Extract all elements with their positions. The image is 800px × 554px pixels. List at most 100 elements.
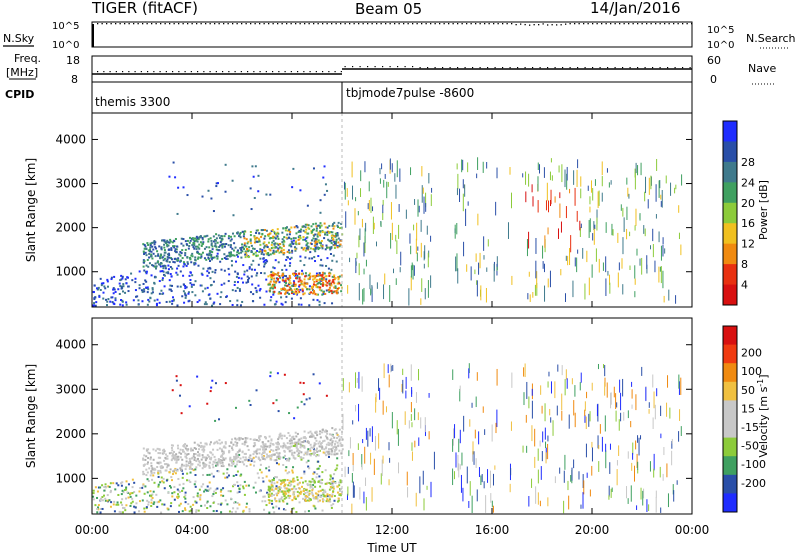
echo-cell [178,491,181,494]
echo-cell [389,457,391,463]
echo-cell [598,258,600,273]
echo-cell [176,267,179,270]
echo-cell [272,293,275,296]
echo-cell [277,237,280,240]
echo-cell [336,287,339,290]
echo-cell [252,293,255,296]
echo-cell [224,446,227,449]
echo-cell [288,274,291,277]
echo-cell [315,476,318,479]
noise-point [479,23,481,25]
echo-cell [206,501,209,504]
echo-cell [496,368,498,386]
echo-cell [606,168,608,173]
echo-cell [259,248,262,251]
echo-cell [282,463,285,466]
echo-cell [511,372,513,388]
echo-cell [418,205,420,213]
echo-cell [224,441,227,444]
echo-cell [465,208,467,227]
echo-cell [212,493,215,496]
echo-cell [332,238,335,241]
noise-point [376,23,378,25]
echo-cell [375,241,377,247]
nave-point [479,67,481,69]
echo-cell [326,495,329,498]
echo-cell [212,210,215,213]
echo-cell [237,252,240,255]
nave-point [215,71,217,73]
noise-point [430,23,432,25]
echo-cell [212,501,215,504]
echo-cell [326,189,329,192]
echo-cell [629,231,631,237]
echo-cell [300,228,303,231]
echo-cell [161,279,164,282]
echo-cell [547,227,549,235]
echo-cell [272,235,275,238]
echo-cell [276,372,279,375]
echo-cell [305,243,308,246]
echo-cell [326,226,329,229]
echo-cell [171,457,174,460]
echo-cell [663,295,665,303]
echo-cell [269,375,272,378]
echo-cell [599,424,601,434]
echo-cell [278,275,281,278]
echo-cell [175,375,178,378]
echo-cell [261,446,264,449]
echo-cell [169,238,172,241]
noise-point [403,23,405,25]
echo-cell [470,266,472,281]
echo-cell [207,489,210,492]
echo-cell [336,245,339,248]
echo-cell [537,492,539,505]
echo-cell [155,493,158,496]
colorbar-segment [723,326,737,346]
echo-cell [147,288,150,291]
echo-cell [315,238,318,241]
echo-cell [255,291,258,294]
echo-cell [287,459,290,462]
echo-cell [490,493,492,503]
echo-cell [327,267,330,270]
echo-cell [221,246,224,249]
colorbar-segment [723,419,737,439]
echo-cell [188,241,191,244]
echo-cell [279,434,282,437]
echo-cell [325,244,328,247]
echo-cell [182,444,185,447]
echo-cell [616,460,618,466]
echo-cell [627,410,629,419]
echo-cell [172,470,175,473]
echo-cell [324,429,327,432]
echo-cell [319,283,322,286]
echo-cell [326,281,329,284]
echo-cell [284,278,287,281]
echo-cell [635,162,637,174]
echo-cell [324,183,327,186]
echo-cell [321,264,324,267]
nave-point [234,71,236,73]
echo-cell [209,458,212,461]
echo-cell [277,292,280,295]
echo-cell [236,470,239,473]
nave-point [352,66,354,68]
echo-cell [339,243,342,246]
nave-point [253,71,255,73]
echo-cell [318,475,321,478]
echo-cell [247,280,250,283]
echo-cell [210,386,213,389]
echo-cell [310,239,313,242]
echo-cell [184,491,187,494]
echo-cell [234,437,237,440]
echo-cell [462,159,464,171]
echo-cell [271,237,274,240]
echo-cell [315,447,318,450]
echo-cell [368,200,370,211]
echo-cell [249,242,252,245]
echo-cell [243,270,246,273]
echo-cell [580,504,582,509]
echo-cell [284,469,287,472]
echo-cell [314,431,317,434]
